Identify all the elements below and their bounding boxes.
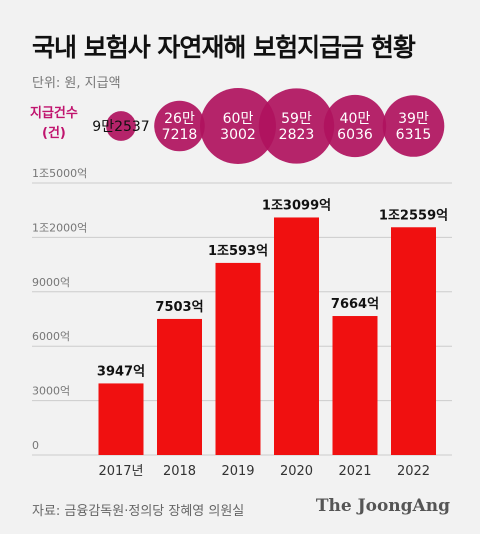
claim-count-value: 9만2537 [92, 119, 149, 135]
claim-count-bubble [200, 88, 276, 164]
x-tick-label: 2022 [397, 464, 430, 479]
x-tick-label: 2017년 [98, 464, 143, 479]
claim-count-value: 6315 [396, 127, 432, 143]
y-tick-label: 0 [32, 439, 39, 452]
x-tick-label: 2018 [163, 464, 196, 479]
unit-label: 단위: 원, 지급액 [32, 76, 121, 91]
bar-value-label: 1조3099억 [262, 198, 331, 213]
y-tick-label: 6000억 [32, 330, 70, 343]
chart-title: 국내 보험사 자연재해 보험지급금 현황 [32, 33, 416, 62]
bar [157, 318, 202, 455]
claim-count-value: 39만 [398, 111, 429, 127]
claim-count-value: 59만 [281, 111, 312, 127]
x-tick-label: 2020 [280, 464, 313, 479]
claim-count-label-line1: 지급건수 [30, 106, 78, 121]
publisher-logo: The JoongAng [315, 496, 450, 516]
claim-count-label: 지급건수 (건) [30, 104, 78, 144]
claim-count-value: 60만 [223, 111, 254, 127]
claim-count-value: 40만 [340, 111, 371, 127]
bar [98, 383, 144, 455]
y-tick-label: 9000억 [32, 276, 70, 289]
y-tick-label: 1조5000억 [32, 167, 87, 180]
bar-value-label: 1조593억 [208, 244, 268, 259]
claim-count-value: 7218 [162, 127, 198, 143]
claim-count-bubble [258, 88, 335, 164]
claim-count-value: 2823 [279, 127, 315, 143]
claim-count-bubble [106, 111, 136, 141]
claim-count-bubble [323, 94, 387, 158]
bar [391, 227, 436, 455]
claim-count-label-line2: (건) [42, 126, 66, 141]
source-note: 자료: 금융감독원·정의당 장혜영 의원실 [32, 504, 245, 519]
y-tick-label: 1조2000억 [32, 221, 87, 234]
bar [274, 217, 319, 455]
y-tick-label: 3000억 [32, 385, 70, 398]
bar-value-label: 7664억 [331, 297, 379, 312]
bar-value-label: 3947억 [97, 364, 145, 379]
bar-value-label: 7503억 [155, 300, 203, 315]
bar-value-label: 1조2559억 [379, 208, 448, 223]
claim-count-value: 6036 [337, 127, 373, 143]
claim-count-value: 3002 [220, 127, 256, 143]
x-tick-label: 2019 [221, 464, 254, 479]
claim-count-bubble [382, 95, 445, 157]
bar [215, 262, 261, 455]
claim-count-value: 26만 [164, 111, 195, 127]
x-tick-label: 2021 [338, 464, 371, 479]
claim-count-bubble [154, 100, 205, 152]
bar [332, 316, 378, 455]
